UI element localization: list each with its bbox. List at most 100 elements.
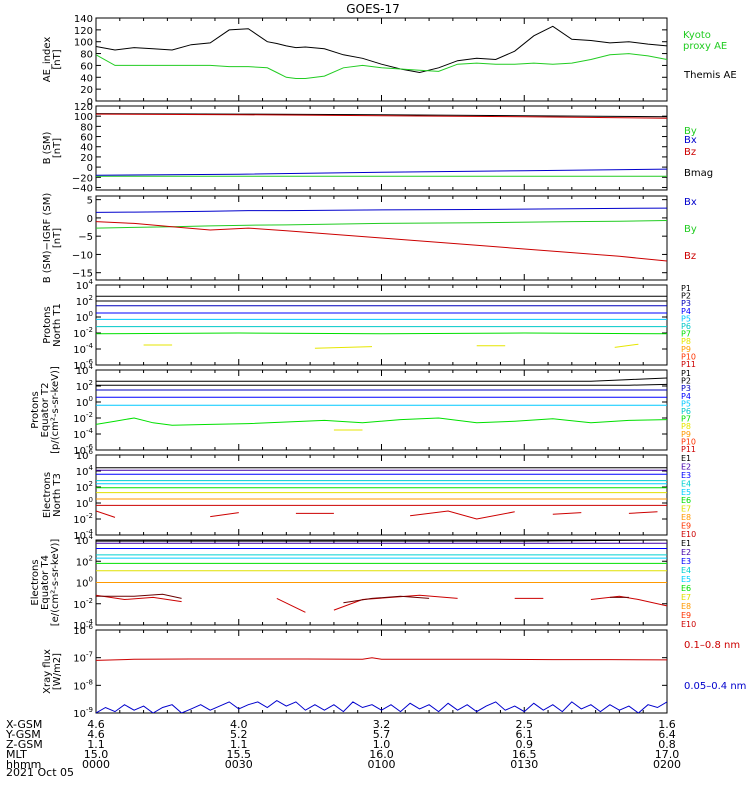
legend-entry: proxy AE xyxy=(683,41,727,52)
y-axis-label: B (SM)−IGRF (SM) xyxy=(42,193,53,284)
panel-pt1: 10-6 10-4 10-2 100 102 104 Protons North T1 P1P2… xyxy=(42,278,696,372)
panel-data xyxy=(96,25,667,79)
y-tick-label: 104 xyxy=(76,464,94,478)
series-segment xyxy=(96,700,667,713)
legend-xray: 0.1–0.8 nm 0.05–0.4 nm xyxy=(684,640,746,692)
series-segment xyxy=(314,346,373,349)
legend-entry: E5 xyxy=(681,575,691,584)
y-tick-label: −10 xyxy=(72,250,93,261)
y-tick-label: 102 xyxy=(76,294,93,308)
footer-value: 15.0 xyxy=(84,748,109,761)
y-axis-label: [nT] xyxy=(52,138,63,158)
series-segment xyxy=(552,512,582,515)
legend-entry: P1 xyxy=(681,369,691,378)
y-tick-label: 104 xyxy=(76,278,94,292)
footer-value: 1.1 xyxy=(87,738,105,751)
y-axis-label: Electrons xyxy=(42,472,53,518)
series-segment xyxy=(96,510,116,518)
legend-entry: P8 xyxy=(681,422,691,431)
series-segment xyxy=(628,511,658,514)
legend-entry: P7 xyxy=(681,415,691,424)
series-p7 xyxy=(96,417,667,426)
y-tick-label: 10-4 xyxy=(73,427,93,441)
y-tick-label: 10-7 xyxy=(73,651,93,665)
footer-value: 15.5 xyxy=(227,748,252,761)
series-e1 xyxy=(96,540,667,542)
legend-entry: E8 xyxy=(681,602,691,611)
footer-value: 3.2 xyxy=(373,718,391,731)
legend-entry: Bx xyxy=(684,197,697,208)
series-p2 xyxy=(96,383,667,386)
y-axis-label: Protons xyxy=(30,391,41,428)
series-segment xyxy=(276,597,306,613)
series-segment xyxy=(614,343,639,348)
legend-entry: P10 xyxy=(681,437,696,446)
footer-value: 4.6 xyxy=(87,728,105,741)
y-axis-label: [nT] xyxy=(52,228,63,248)
series-themis-ae xyxy=(96,25,667,74)
y-tick-label: 10-2 xyxy=(73,597,93,611)
y-tick-label: −5 xyxy=(78,232,93,243)
y-axis-label: B (SM) xyxy=(42,131,53,164)
y-tick-label: 120 xyxy=(74,102,93,113)
y-axis-label: Electrons xyxy=(30,559,41,605)
y-tick-label: 10-2 xyxy=(73,512,93,526)
panel-xray: 10-9 10-8 10-7 10-6 Xray flux [W/m2] 0.1–0.8 n… xyxy=(42,623,746,720)
series-by xyxy=(96,220,667,229)
panel-frame xyxy=(95,105,668,191)
legend-entry: P8 xyxy=(681,337,691,346)
y-tick-label: 10-4 xyxy=(73,618,93,632)
legend-entry: E4 xyxy=(681,566,691,575)
series-segment xyxy=(343,595,430,604)
panel-frame xyxy=(95,369,668,451)
y-tick-label: 80 xyxy=(80,50,93,61)
legend-entry: P2 xyxy=(681,377,691,386)
footer-row-label: MLT xyxy=(6,748,27,761)
footer-value: 0130 xyxy=(510,758,538,771)
legend-entry: P4 xyxy=(681,392,691,401)
series-p1 xyxy=(96,377,667,382)
legend-entry: P3 xyxy=(681,299,691,308)
footer-value: 0.9 xyxy=(516,738,534,751)
y-axis-label: [e/(cm²-s-sr-keV)] xyxy=(50,539,61,627)
footer-value: 16.0 xyxy=(369,748,394,761)
footer-row-label: Z-GSM xyxy=(6,738,43,751)
y-tick-label: 100 xyxy=(74,38,93,49)
footer-value: 0000 xyxy=(82,758,110,771)
y-tick-label: 10-8 xyxy=(73,678,93,692)
legend-entry: E2 xyxy=(681,462,691,471)
legend-entry: P9 xyxy=(681,345,691,354)
panel-pt2: 10-6 10-4 10-2 100 102 104 Protons Equator T2 [p… xyxy=(30,363,696,457)
y-axis-label: Xray flux xyxy=(42,649,53,694)
series-segment xyxy=(96,594,182,603)
y-tick-label: 106 xyxy=(76,448,94,462)
y-tick-label: −20 xyxy=(72,173,93,184)
y-tick-label: 10-4 xyxy=(73,528,93,542)
y-tick-label: −40 xyxy=(72,183,93,194)
panel-data xyxy=(96,657,667,713)
y-tick-label: 10-6 xyxy=(73,358,93,372)
footer-value: 0200 xyxy=(653,758,681,771)
y-tick-label: 60 xyxy=(80,61,93,72)
y-axis-label: [W/m2] xyxy=(52,653,63,690)
footer-value: 4.0 xyxy=(230,718,248,731)
legend-entry: P1 xyxy=(681,284,691,293)
legend-entry: E7 xyxy=(681,593,691,602)
footer-value: 6.1 xyxy=(516,728,534,741)
footer-value: 4.6 xyxy=(87,718,105,731)
legend-entry: E7 xyxy=(681,505,691,514)
y-tick-label: 120 xyxy=(74,26,93,37)
y-tick-label: 40 xyxy=(80,73,93,84)
footer-value: 1.1 xyxy=(230,738,248,751)
y-axis-label: North T1 xyxy=(52,303,63,347)
footer-row-label: X-GSM xyxy=(6,718,42,731)
y-tick-label: 102 xyxy=(76,379,93,393)
series-p7 xyxy=(96,332,667,335)
series-0-1-0-8-nm xyxy=(96,657,667,661)
y-tick-label: 20 xyxy=(80,153,93,164)
legend-entry: P5 xyxy=(681,399,691,408)
